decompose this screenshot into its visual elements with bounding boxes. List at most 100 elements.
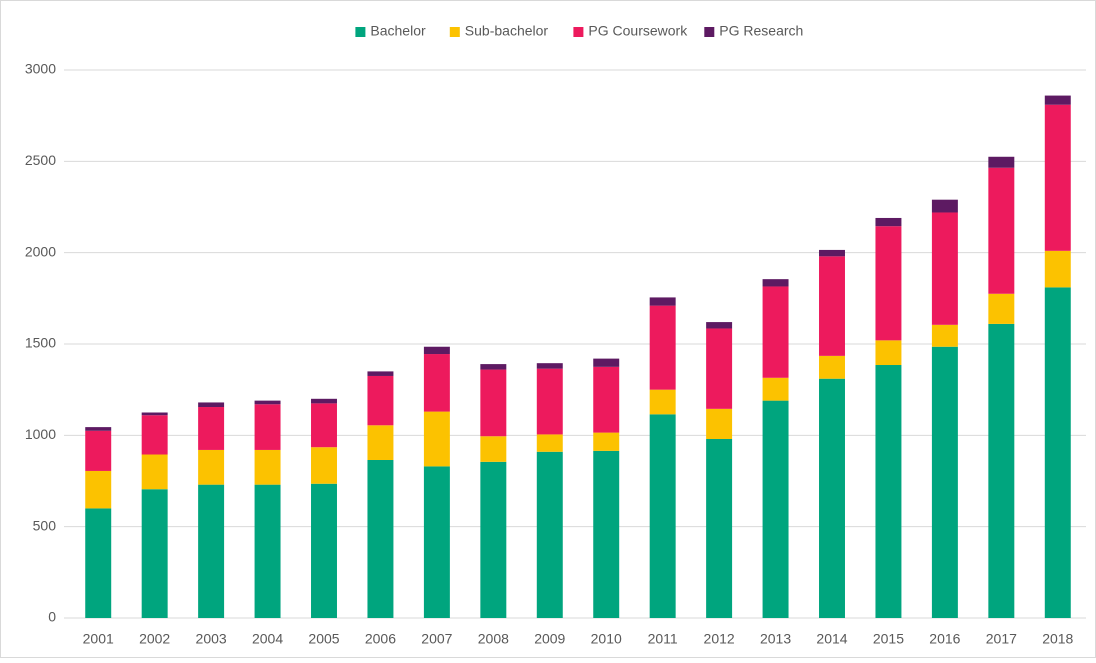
y-tick-label: 0 [48,609,56,625]
x-tick-label: 2001 [83,631,114,647]
bar-segment [141,489,168,618]
y-tick-label: 1000 [25,426,56,442]
bar-segment [536,368,563,435]
x-tick-label: 2013 [760,631,791,647]
x-tick-label: 2010 [591,631,622,647]
bar-segment [85,470,112,509]
y-tick-label: 1500 [25,335,56,351]
bar-segment [480,369,507,437]
legend-label: PG Research [719,23,803,39]
bar-segment [536,451,563,618]
x-tick-label: 2015 [873,631,904,647]
bar-segment [480,436,507,462]
legend-swatch [573,27,584,37]
bar-segment [423,466,450,618]
bar-segment [1044,95,1071,105]
bar-segment [367,371,394,376]
bar-segment [649,305,676,390]
bar-segment [85,430,112,471]
x-tick-label: 2014 [816,631,847,647]
bar-segment [875,217,902,227]
x-tick-label: 2008 [478,631,509,647]
bar-segment [1044,250,1071,288]
bar-segment [311,447,337,484]
bar-segment [706,408,733,439]
bar-segment [85,427,112,431]
bar-segment [593,432,620,451]
bar-segment [593,450,620,618]
bar-segment [931,324,958,347]
bar-segment [254,449,281,485]
x-tick-label: 2002 [139,631,170,647]
bar-segment [198,407,225,450]
bar-segment [649,414,676,618]
bar-segment [311,398,337,404]
bar-segment [311,403,337,448]
legend-swatch [704,27,715,37]
bar-segment [706,322,733,329]
bar-segment [593,366,620,433]
bar-segment [931,212,958,325]
bar-segment [649,389,676,415]
bar-segment [762,377,789,401]
x-tick-label: 2003 [196,631,227,647]
bar-segment [819,249,845,257]
x-tick-label: 2004 [252,631,283,647]
bar-segment [706,328,733,409]
bar-segment [593,358,620,367]
legend-label: PG Coursework [588,23,688,39]
bar-segment [254,400,281,405]
bar-segment [254,484,281,618]
legend-label: Bachelor [370,23,426,39]
bar-segment [819,256,845,356]
bar-segment [988,156,1015,168]
bar-segment [141,454,168,490]
bar-segment [198,484,225,618]
bar-segment [649,297,676,306]
bar-segment [762,400,789,618]
bar-segment [931,199,958,213]
bar-segment [762,286,789,378]
bar-segment [85,508,112,618]
bar-segment [198,402,225,408]
bar-segment [141,415,168,455]
y-tick-label: 2000 [25,243,56,259]
bar-segment [536,434,563,452]
bar-segment [1044,287,1071,618]
bar-segment [762,279,789,287]
bar-segment [988,323,1015,618]
bar-segment [367,375,394,426]
bar-segment [480,461,507,618]
y-tick-label: 3000 [25,61,56,77]
legend-label: Sub-bachelor [465,23,549,39]
x-tick-label: 2018 [1042,631,1073,647]
bar-segment [536,363,563,369]
y-tick-label: 2500 [25,152,56,168]
bar-segment [1044,104,1071,251]
x-tick-label: 2016 [929,631,960,647]
bar-segment [931,346,958,618]
x-tick-label: 2011 [648,631,678,647]
bar-segment [311,483,337,618]
bar-segment [480,364,507,370]
bar-segment [423,411,450,467]
bar-segment [423,354,450,412]
bar-segment [819,378,845,618]
bar-segment [423,346,450,355]
bar-segment [254,404,281,450]
legend-swatch [449,27,460,37]
bar-segment [706,438,733,618]
x-tick-label: 2006 [365,631,396,647]
x-tick-label: 2007 [421,631,452,647]
x-tick-label: 2005 [308,631,339,647]
bar-segment [367,425,394,460]
bar-segment [988,293,1015,324]
bar-segment [875,340,902,366]
x-tick-label: 2012 [704,631,735,647]
x-tick-label: 2009 [534,631,565,647]
bar-segment [819,355,845,379]
bar-segment [141,412,168,416]
legend-swatch [355,27,366,37]
y-tick-label: 500 [33,517,57,533]
